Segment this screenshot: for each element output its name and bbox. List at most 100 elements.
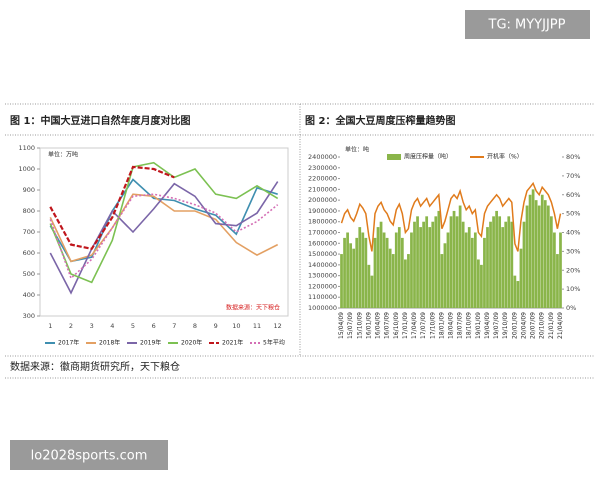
bar xyxy=(543,200,547,308)
x-tick-label: 12 xyxy=(274,322,282,330)
bar xyxy=(477,259,480,308)
bar xyxy=(364,237,368,308)
x-tick-label: 19/10/09 xyxy=(502,312,509,339)
x-tick-label: 9 xyxy=(214,322,218,330)
y-tick-label: 1100000 xyxy=(308,293,337,301)
bar xyxy=(461,221,465,308)
x-tick-label: 8 xyxy=(193,322,197,330)
x-tick-label: 3 xyxy=(90,322,94,330)
x-tick-label: 19/07/09 xyxy=(493,312,500,339)
y-tick-label: 2100000 xyxy=(308,185,337,193)
legend-label: 2019年 xyxy=(140,339,161,347)
bar xyxy=(483,237,486,308)
bar xyxy=(343,237,346,308)
bar xyxy=(397,227,401,308)
bar xyxy=(492,216,495,308)
chart-title: 图 1：中国大豆进口自然年度月度对比图 xyxy=(10,114,190,127)
bar xyxy=(346,232,349,308)
y-tick-label: 1900000 xyxy=(308,207,337,215)
bar xyxy=(394,232,398,308)
bar xyxy=(413,221,416,308)
bar xyxy=(440,254,444,308)
bar xyxy=(498,216,502,308)
bar xyxy=(540,194,544,308)
bar xyxy=(470,237,474,308)
bar xyxy=(455,216,459,308)
site: lo2028sports.com xyxy=(31,449,148,464)
y-tick-label: 1800000 xyxy=(308,218,337,226)
x-tick-label: 5 xyxy=(131,322,135,330)
y2-tick-label: 70% xyxy=(566,172,580,180)
bar xyxy=(507,216,511,308)
bar xyxy=(437,210,441,308)
x-tick-label: 21/04/09 xyxy=(557,312,564,339)
y-tick-label: 1700000 xyxy=(308,229,337,237)
x-tick-label: 4 xyxy=(110,322,114,330)
series-line xyxy=(49,161,279,284)
legend-label: 2021年 xyxy=(222,339,243,347)
y-tick-label: 700 xyxy=(23,228,35,236)
bar xyxy=(449,216,453,308)
bar xyxy=(340,254,343,308)
bar xyxy=(416,216,419,308)
y-tick-label: 2000000 xyxy=(308,196,337,204)
bar xyxy=(489,221,492,308)
x-tick-label: 15/10/09 xyxy=(356,312,363,339)
bar xyxy=(419,227,422,308)
bar xyxy=(446,232,450,308)
legend-label: 开机率（%） xyxy=(487,153,523,161)
unit: 单位：吨 xyxy=(345,146,369,154)
x-tick-label: 18/10/09 xyxy=(466,312,473,339)
bar xyxy=(425,216,429,308)
legend-label: 2017年 xyxy=(58,339,79,347)
x-tick-label: 18/01/09 xyxy=(438,312,445,339)
bar xyxy=(537,205,541,308)
bar xyxy=(467,227,471,308)
chart-title: 图 2：全国大豆周度压榨量趋势图 xyxy=(305,114,455,127)
x-tick-label: 2 xyxy=(69,322,73,330)
bar xyxy=(519,248,523,308)
x-tick-label: 16/10/09 xyxy=(393,312,400,339)
unit: 单位：万吨 xyxy=(48,151,78,159)
y-tick-label: 1000 xyxy=(18,165,35,173)
y-tick-label: 2200000 xyxy=(308,175,337,183)
y2-tick-label: 20% xyxy=(566,266,580,274)
series-line xyxy=(49,193,279,263)
y-tick-label: 1400000 xyxy=(308,261,337,269)
x-tick-label: 11 xyxy=(253,322,261,330)
x-tick-label: 18/04/09 xyxy=(448,312,455,339)
panel-lines xyxy=(5,103,595,379)
bar xyxy=(407,254,410,308)
bar xyxy=(352,248,356,308)
bar xyxy=(510,221,514,308)
series-line xyxy=(49,165,175,251)
y-tick-label: 400 xyxy=(23,291,35,299)
legend-label: 2020年 xyxy=(181,339,202,347)
bar xyxy=(559,232,562,308)
bar xyxy=(379,221,383,308)
bar xyxy=(516,281,520,308)
tag: TG: MYYJJPP xyxy=(488,18,566,33)
plot-frame xyxy=(39,147,289,317)
x-tick-label: 20/01/09 xyxy=(511,312,518,339)
bar xyxy=(376,227,380,308)
x-tick-label: 15/04/09 xyxy=(338,312,345,339)
bar xyxy=(404,259,407,308)
bar xyxy=(553,232,556,308)
legend-swatch xyxy=(387,154,401,160)
x-tick-label: 17/01/09 xyxy=(402,312,409,339)
x-tick-label: 19/04/09 xyxy=(484,312,491,339)
bar xyxy=(349,243,353,308)
x-tick-label: 20/04/09 xyxy=(520,312,527,339)
bar xyxy=(382,232,386,308)
legend-label: 2018年 xyxy=(99,339,120,347)
bar xyxy=(434,216,438,308)
x-tick-label: 21/01/09 xyxy=(548,312,555,339)
bar xyxy=(385,237,389,308)
bar xyxy=(513,275,517,308)
y-tick-label: 900 xyxy=(23,186,35,194)
x-tick-label: 16/07/09 xyxy=(384,312,391,339)
y2-tick-label: 50% xyxy=(566,210,580,218)
x-tick-label: 1 xyxy=(48,322,52,330)
